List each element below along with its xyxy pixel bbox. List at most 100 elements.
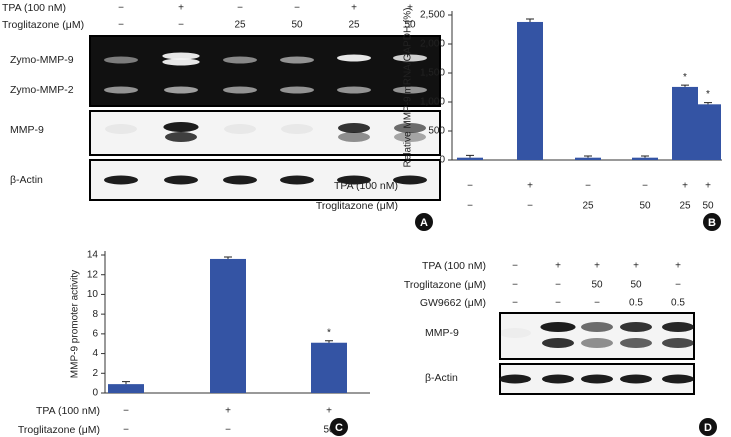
- panel-label: D: [699, 418, 717, 436]
- bar: [210, 258, 246, 393]
- panel-label: C: [330, 418, 348, 436]
- band: [581, 322, 613, 332]
- band: [394, 132, 426, 142]
- condition-value: 0.5: [671, 298, 685, 309]
- band: [337, 54, 371, 62]
- band: [337, 175, 371, 185]
- zymogram: [89, 35, 441, 107]
- panel-label: A: [415, 213, 433, 231]
- band: [338, 132, 370, 142]
- condition-name: GW9662 (μM): [420, 297, 486, 309]
- condition-value: 50: [630, 280, 642, 291]
- condition-name: Troglitazone (μM): [18, 424, 100, 436]
- condition-value: +: [682, 181, 688, 192]
- y-tick-label: 2,000: [420, 39, 445, 50]
- condition-value: −: [294, 3, 300, 14]
- significance-mark: *: [683, 72, 687, 83]
- error-bar: [641, 155, 649, 158]
- band: [105, 124, 137, 134]
- panel-badge: [415, 213, 433, 231]
- band: [499, 374, 531, 384]
- panel-label: B: [703, 213, 721, 231]
- condition-value: +: [527, 181, 533, 192]
- condition-value: −: [225, 425, 231, 436]
- condition-value: −: [512, 298, 518, 309]
- band: [393, 175, 427, 185]
- bar: [632, 157, 658, 160]
- condition-value: −: [123, 425, 129, 436]
- condition-name: TPA (100 nM): [36, 405, 100, 417]
- y-tick-label: 500: [428, 126, 445, 137]
- y-tick-label: 0: [92, 388, 98, 399]
- band: [280, 175, 314, 185]
- bar: [311, 342, 347, 393]
- significance-mark: *: [327, 327, 331, 338]
- condition-name: Troglitazone (μM): [316, 200, 398, 212]
- condition-value: −: [555, 280, 561, 291]
- condition-name: Troglitazone (μM): [404, 279, 486, 291]
- band: [581, 374, 613, 384]
- condition-name: TPA (100 nM): [334, 180, 398, 192]
- band: [394, 123, 426, 133]
- band: [393, 54, 427, 62]
- condition-name: TPA (100 nM): [2, 2, 66, 14]
- condition-value: −: [594, 298, 600, 309]
- condition-value: +: [675, 261, 681, 272]
- band: [162, 58, 200, 66]
- condition-value: +: [594, 261, 600, 272]
- panel-letter: B: [708, 217, 716, 229]
- band: [499, 328, 531, 338]
- bar: [672, 86, 698, 160]
- band: [164, 86, 198, 94]
- condition-value: 25: [348, 20, 360, 31]
- condition-value: −: [467, 201, 473, 212]
- band: [163, 122, 199, 132]
- y-tick-label: 4: [92, 348, 98, 359]
- blot-label: β-Actin: [10, 174, 43, 186]
- bar: [457, 157, 483, 160]
- error-bar: [466, 154, 474, 158]
- error-bar: [325, 340, 333, 343]
- y-tick-label: 2: [92, 368, 98, 379]
- band: [223, 56, 257, 64]
- bar: [695, 104, 721, 160]
- condition-value: +: [351, 3, 357, 14]
- condition-value: 50: [404, 20, 416, 31]
- condition-name: TPA (100 nM): [422, 260, 486, 272]
- y-tick-label: 10: [87, 289, 99, 300]
- condition-value: 0.5: [629, 298, 643, 309]
- condition-value: 50: [702, 201, 714, 212]
- y-tick-label: 1,000: [420, 97, 445, 108]
- error-bar: [122, 381, 130, 385]
- condition-name: Troglitazone (μM): [2, 19, 84, 31]
- band: [104, 175, 138, 185]
- condition-value: −: [512, 261, 518, 272]
- panel-badge: [699, 418, 717, 436]
- bar: [108, 384, 144, 393]
- band: [162, 52, 200, 60]
- y-axis-label: MMP-9 promoter activity: [70, 270, 81, 378]
- y-axis-label: Relative MMP-9 mRNA/GAPDH (%): [403, 7, 414, 167]
- panel-letter: C: [335, 422, 343, 434]
- condition-value: −: [467, 181, 473, 192]
- western-blot: [499, 312, 695, 360]
- band: [281, 124, 313, 134]
- condition-value: 50: [323, 425, 335, 436]
- y-tick-label: 0: [439, 155, 445, 166]
- band: [223, 175, 257, 185]
- condition-value: −: [585, 181, 591, 192]
- condition-value: +: [178, 3, 184, 14]
- condition-value: −: [527, 201, 533, 212]
- condition-value: 50: [291, 20, 303, 31]
- condition-value: +: [555, 261, 561, 272]
- condition-value: 25: [679, 201, 691, 212]
- error-bar: [224, 256, 232, 259]
- condition-value: −: [642, 181, 648, 192]
- blot-label: Zymo-MMP-9: [10, 54, 74, 66]
- y-tick-label: 2,500: [420, 10, 445, 21]
- western-blot: [89, 159, 441, 201]
- band: [620, 338, 652, 348]
- bar: [517, 21, 543, 161]
- y-tick-label: 1,500: [420, 68, 445, 79]
- condition-value: −: [512, 280, 518, 291]
